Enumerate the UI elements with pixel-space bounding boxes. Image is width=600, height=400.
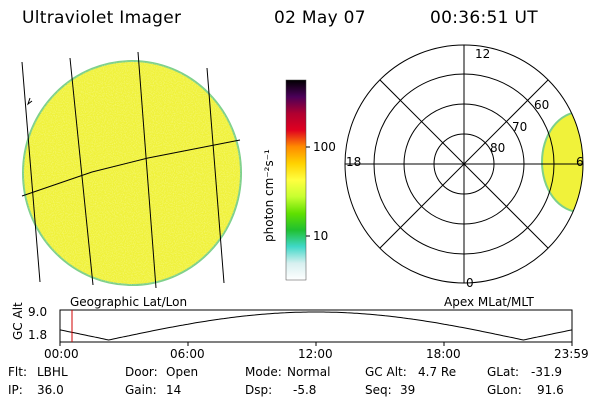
direction-marker-icon — [27, 97, 33, 106]
mlt-label-12: 12 — [475, 47, 491, 61]
gain-label: Gain: — [125, 383, 157, 397]
altitude-plot-frame — [59, 309, 573, 343]
mlat-label-80: 80 — [490, 141, 506, 155]
polar-grid — [344, 44, 584, 284]
ip-label: IP: — [8, 383, 23, 397]
glat-value: -31.9 — [531, 365, 563, 379]
date-label: 02 May 07 — [274, 8, 366, 28]
mlat-label-60: 60 — [534, 98, 550, 112]
altitude-xtick-1800: 18:00 — [426, 347, 461, 361]
glon-label: GLon: — [487, 383, 522, 397]
mode-label: Mode: — [245, 365, 282, 379]
right-panel-label: Apex MLat/MLT — [444, 295, 534, 309]
altitude-x-ticks — [59, 342, 573, 346]
gc-alt-label: GC Alt: — [365, 365, 407, 379]
mlt-label-0: 0 — [466, 276, 474, 290]
door-label: Door: — [125, 365, 158, 379]
glat-label: GLat: — [487, 365, 520, 379]
colorbar-gradient — [286, 80, 306, 280]
colorbar-tick-100: 100 — [313, 140, 336, 154]
altitude-xtick-2359: 23:59 — [554, 347, 589, 361]
altitude-xtick-0000: 00:00 — [44, 347, 79, 361]
ip-value: 36.0 — [37, 383, 64, 397]
disk-noise-texture — [23, 61, 241, 285]
gc-alt-value: 4.7 Re — [418, 365, 457, 379]
door-value: Open — [166, 365, 199, 379]
mode-value: Normal — [287, 365, 331, 379]
altitude-xtick-1200: 12:00 — [298, 347, 333, 361]
seq-value: 39 — [400, 383, 416, 397]
mlat-label-70: 70 — [512, 120, 528, 134]
lat-lon-grid — [21, 51, 241, 289]
time-label: 00:36:51 UT — [430, 8, 538, 28]
left-panel-label: Geographic Lat/Lon — [70, 295, 188, 309]
flt-label: Flt: — [8, 365, 27, 379]
instrument-title: Ultraviolet Imager — [22, 8, 182, 28]
altitude-ytick-high: 9.0 — [28, 305, 48, 319]
altitude-xtick-0600: 06:00 — [170, 347, 205, 361]
flt-value: LBHL — [37, 365, 68, 379]
altitude-ylabel: GC Alt — [11, 302, 25, 340]
mlt-label-18: 18 — [346, 155, 362, 169]
mlt-label-6: 6 — [576, 155, 584, 169]
dsp-label: Dsp: — [245, 383, 273, 397]
altitude-ytick-low: 1.8 — [28, 328, 48, 342]
dsp-value: -5.8 — [293, 383, 317, 397]
colorbar-tick-10: 10 — [313, 229, 329, 243]
altitude-curve — [59, 311, 573, 341]
seq-label: Seq: — [365, 383, 392, 397]
gain-value: 14 — [166, 383, 182, 397]
glon-value: 91.6 — [537, 383, 564, 397]
